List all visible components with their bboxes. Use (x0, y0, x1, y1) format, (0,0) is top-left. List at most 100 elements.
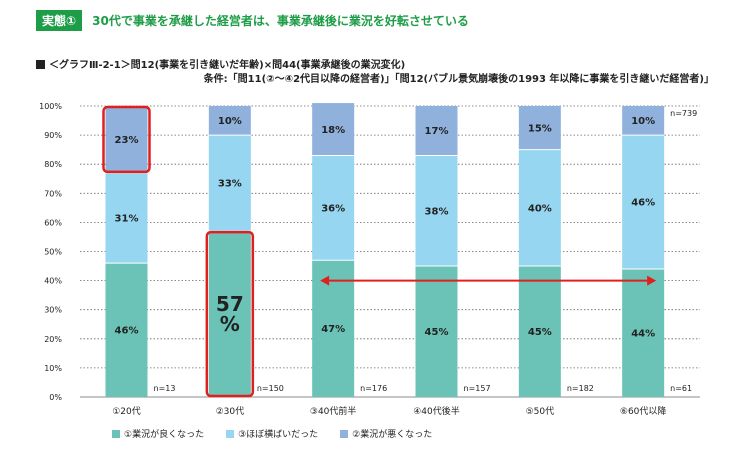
data-label: 46% (631, 198, 655, 209)
bar-segment (518, 149, 561, 267)
highlight-box (205, 230, 255, 398)
bar-segment (208, 106, 251, 136)
data-label: 45% (528, 327, 552, 338)
data-label: 33% (218, 179, 242, 190)
n-label: n=157 (464, 384, 491, 393)
y-tick-label: 60% (44, 218, 62, 227)
n-label: n=182 (567, 384, 594, 393)
bar-segment (518, 266, 561, 397)
header-badge: 実態① (36, 10, 83, 31)
data-label: 57% (216, 292, 244, 336)
y-tick-label: 40% (44, 277, 62, 286)
category-label: ①20代 (112, 406, 141, 417)
n-label: n=150 (257, 384, 284, 393)
legend-swatch (340, 429, 349, 438)
legend: ①業況が良くなった ③ほぼ横ばいだった ②業況が悪くなった (112, 427, 432, 440)
data-label: 17% (425, 126, 449, 137)
title-square-icon (36, 60, 45, 69)
data-label-line: 45% (425, 327, 449, 338)
data-label: 23% (115, 135, 139, 146)
y-tick-label: 50% (44, 248, 62, 257)
data-label: 44% (631, 328, 655, 339)
bar-segment (622, 268, 665, 397)
data-label-line: 40% (528, 203, 552, 214)
bar-segment (622, 135, 665, 269)
arrow-head-right-icon (647, 275, 657, 286)
bar-segment (105, 263, 148, 397)
data-label: 46% (115, 326, 139, 337)
bar-segment (105, 106, 148, 173)
n-label: n=13 (154, 384, 176, 393)
data-label-line: 10% (218, 116, 242, 127)
data-label-line: 10% (631, 116, 655, 127)
data-label: 15% (528, 123, 552, 134)
graph-title-text: ＜グラフⅢ-2-1＞問12(事業を引き継いだ年齢)×問44(事業承継後の業況変化… (49, 60, 406, 71)
bar-segment (312, 260, 355, 397)
legend-item: ②業況が悪くなった (340, 427, 432, 440)
bar-segment (312, 155, 355, 261)
category-label: ②30代 (216, 406, 245, 417)
legend-item: ③ほぼ横ばいだった (226, 427, 318, 440)
data-label: 31% (115, 214, 139, 225)
n-label: n=176 (360, 384, 387, 393)
y-tick-label: 0% (49, 393, 62, 402)
data-label-line: 31% (115, 214, 139, 225)
legend-label: ②業況が悪くなった (352, 430, 433, 440)
n-total-label: n=739 (670, 109, 697, 118)
data-label-line: 36% (321, 203, 345, 214)
category-label: ③40代前半 (310, 405, 357, 417)
y-tick-label: 90% (44, 131, 62, 140)
data-label: 38% (425, 206, 449, 217)
data-label-line: 17% (425, 126, 449, 137)
data-label: 10% (218, 116, 242, 127)
data-label-line: 47% (321, 324, 345, 335)
data-label-line: 57 (216, 292, 244, 316)
y-tick-label: 100% (39, 102, 62, 111)
header: 実態① 30代で事業を承継した経営者は、事業承継後に業況を好転させている (36, 10, 469, 31)
bar-segment (415, 106, 458, 156)
bar-segment (312, 103, 355, 156)
condition-text: 条件:「問11(②〜④2代目以降の経営者)」「問12(バブル景気崩壊後の1993… (203, 74, 714, 85)
bar-segment (105, 172, 148, 264)
graph-title: ＜グラフⅢ-2-1＞問12(事業を引き継いだ年齢)×問44(事業承継後の業況変化… (36, 56, 405, 71)
legend-label: ③ほぼ横ばいだった (238, 430, 319, 440)
headline: 30代で事業を承継した経営者は、事業承継後に業況を好転させている (92, 14, 469, 28)
data-label: 10% (631, 116, 655, 127)
data-label-line: 44% (631, 328, 655, 339)
legend-swatch (112, 429, 120, 438)
highlight-box (102, 105, 151, 174)
y-tick-label: 70% (44, 189, 62, 198)
bar-segment (208, 135, 251, 232)
data-label: 18% (321, 125, 345, 136)
y-tick-label: 30% (44, 306, 62, 315)
y-tick-label: 20% (44, 335, 62, 344)
n-label: n=61 (670, 384, 692, 393)
legend-item: ①業況が良くなった (112, 427, 204, 440)
category-label: ④40代後半 (413, 405, 460, 417)
legend-label: ①業況が良くなった (124, 430, 205, 440)
bar-segment (415, 266, 458, 397)
data-label: 45% (425, 327, 449, 338)
arrow-head-left-icon (320, 275, 330, 286)
data-label-line: 46% (631, 198, 655, 209)
data-label-line: % (220, 312, 240, 336)
data-label: 36% (321, 203, 345, 214)
category-label: ⑥60代以降 (620, 405, 667, 417)
data-label-line: 38% (425, 206, 449, 217)
bar-segment (415, 155, 458, 267)
data-label-line: 15% (528, 123, 552, 134)
data-label: 40% (528, 203, 552, 214)
bar-segment (622, 106, 665, 136)
y-tick-label: 80% (44, 160, 62, 169)
y-tick-label: 10% (44, 364, 62, 373)
data-label-line: 18% (321, 125, 345, 136)
bar-segment (518, 106, 561, 150)
bar-segment (208, 231, 251, 397)
legend-swatch (226, 429, 235, 438)
data-label: 47% (321, 324, 345, 335)
data-label-line: 23% (115, 135, 139, 146)
data-label-line: 33% (218, 179, 242, 190)
category-label: ⑤50代 (526, 406, 555, 417)
data-label-line: 46% (115, 326, 139, 337)
